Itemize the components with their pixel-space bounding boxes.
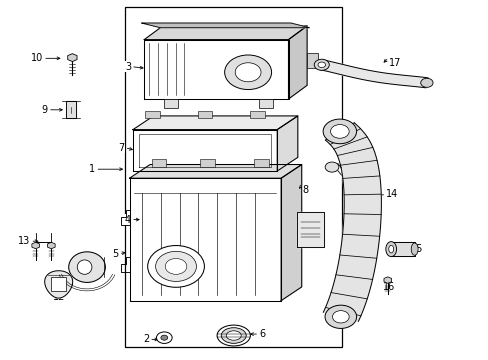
Polygon shape <box>67 54 77 62</box>
Circle shape <box>235 63 261 82</box>
Polygon shape <box>390 242 414 256</box>
Ellipse shape <box>68 252 105 282</box>
Text: 7: 7 <box>118 143 124 153</box>
Text: 4: 4 <box>124 215 131 225</box>
Bar <box>259 99 272 108</box>
Circle shape <box>332 311 348 323</box>
Text: 5: 5 <box>112 249 119 259</box>
Polygon shape <box>133 116 297 130</box>
Text: 9: 9 <box>41 105 48 115</box>
Text: 1: 1 <box>89 164 95 174</box>
Polygon shape <box>281 165 301 301</box>
Polygon shape <box>65 101 76 118</box>
Circle shape <box>323 119 356 144</box>
Circle shape <box>224 55 271 90</box>
Polygon shape <box>383 277 391 283</box>
Polygon shape <box>129 165 301 178</box>
Polygon shape <box>319 60 427 88</box>
Polygon shape <box>129 178 281 301</box>
Circle shape <box>156 332 172 343</box>
Circle shape <box>314 59 328 70</box>
Text: 16: 16 <box>382 282 394 292</box>
Text: 17: 17 <box>388 58 400 68</box>
Text: 14: 14 <box>386 189 398 199</box>
Text: 15: 15 <box>410 244 422 254</box>
Circle shape <box>155 251 196 282</box>
Polygon shape <box>32 242 40 249</box>
Polygon shape <box>144 26 306 40</box>
Polygon shape <box>297 212 324 247</box>
Text: 2: 2 <box>142 334 149 345</box>
Text: 8: 8 <box>302 185 308 195</box>
Circle shape <box>165 258 186 274</box>
Polygon shape <box>142 23 309 28</box>
Text: 11: 11 <box>88 264 100 274</box>
Text: 12: 12 <box>52 292 65 302</box>
Polygon shape <box>288 26 306 99</box>
Ellipse shape <box>77 260 92 274</box>
Bar <box>151 159 166 167</box>
Text: 3: 3 <box>124 62 131 72</box>
Ellipse shape <box>385 242 396 257</box>
Circle shape <box>161 335 167 340</box>
Circle shape <box>330 125 348 138</box>
Circle shape <box>147 246 204 287</box>
Text: 10: 10 <box>31 53 43 63</box>
Bar <box>200 159 215 167</box>
Polygon shape <box>323 123 381 321</box>
Bar <box>145 111 160 118</box>
Bar <box>51 277 66 291</box>
Text: 6: 6 <box>259 329 265 339</box>
Polygon shape <box>277 116 297 171</box>
Bar <box>306 53 317 68</box>
Circle shape <box>420 78 432 87</box>
Polygon shape <box>47 242 55 249</box>
Polygon shape <box>133 130 277 171</box>
Circle shape <box>317 62 325 68</box>
Polygon shape <box>144 40 288 99</box>
Ellipse shape <box>221 328 246 343</box>
Circle shape <box>325 162 338 172</box>
Text: 13: 13 <box>18 236 30 246</box>
Bar <box>124 7 342 347</box>
Bar <box>254 159 268 167</box>
Ellipse shape <box>217 325 250 346</box>
Bar <box>250 111 264 118</box>
Ellipse shape <box>410 243 417 255</box>
Ellipse shape <box>388 246 393 253</box>
Circle shape <box>325 305 356 328</box>
Polygon shape <box>44 271 73 298</box>
Bar <box>197 111 212 118</box>
Ellipse shape <box>226 331 241 340</box>
Bar <box>163 99 177 108</box>
